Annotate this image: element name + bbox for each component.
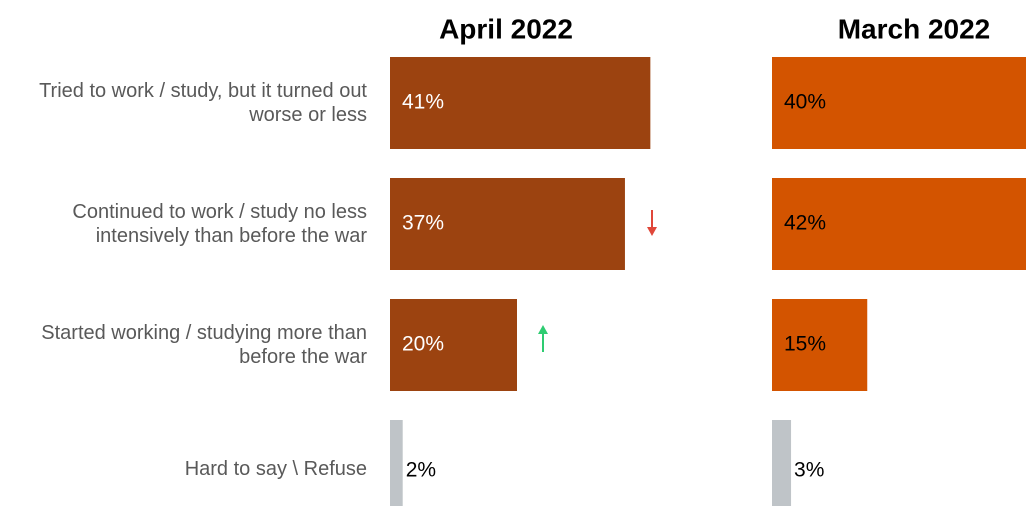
value-label: 20% bbox=[402, 333, 444, 356]
bar bbox=[772, 299, 868, 391]
bar bbox=[772, 178, 1026, 270]
category-label: Hard to say \ Refuse bbox=[184, 458, 367, 480]
category-label: Continued to work / study no less intens… bbox=[72, 201, 367, 247]
bar bbox=[772, 57, 1026, 149]
value-label: 41% bbox=[402, 91, 444, 114]
bar bbox=[390, 299, 517, 391]
change-up-arrow bbox=[538, 325, 548, 352]
bar bbox=[390, 57, 651, 149]
bar bbox=[390, 420, 403, 506]
bar bbox=[390, 178, 625, 270]
value-label: 3% bbox=[794, 459, 824, 482]
value-label: 40% bbox=[784, 91, 826, 114]
bar bbox=[772, 420, 792, 506]
panel-title: April 2022 bbox=[439, 13, 573, 44]
value-label: 15% bbox=[784, 333, 826, 356]
value-label: 42% bbox=[784, 212, 826, 235]
panel-title: March 2022 bbox=[838, 13, 991, 44]
value-label: 37% bbox=[402, 212, 444, 235]
category-label: Started working / studying more than bef… bbox=[41, 322, 367, 368]
category-label: Tried to work / study, but it turned out… bbox=[39, 80, 367, 126]
value-label: 2% bbox=[406, 459, 436, 482]
change-down-arrow bbox=[647, 210, 657, 236]
